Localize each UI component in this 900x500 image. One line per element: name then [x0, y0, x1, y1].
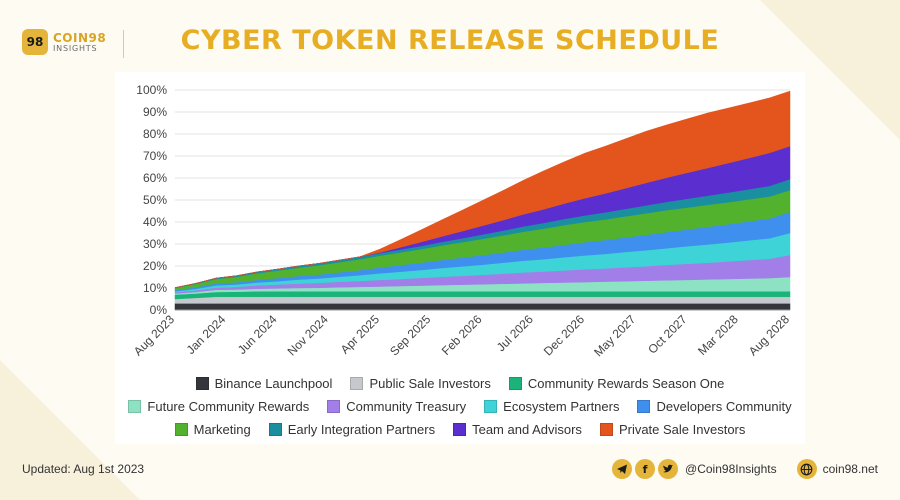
area-series-binance-launchpool — [174, 303, 791, 311]
chart-card: 0% 10% 20% 30% 40% 50% 60% 70% 80% 90% 100% Aug 202… — [115, 72, 805, 444]
x-tick-label: Sep 2025 — [387, 312, 433, 358]
legend-item[interactable]: Marketing — [174, 422, 251, 437]
legend-label: Team and Advisors — [472, 422, 582, 437]
x-tick-label: Jan 2024 — [184, 312, 229, 357]
legend-label: Early Integration Partners — [287, 422, 436, 437]
legend-swatch — [508, 377, 522, 390]
legend-item[interactable]: Team and Advisors — [453, 422, 582, 437]
legend-row: Future Community Rewards Community Treasu… — [115, 395, 805, 418]
twitter-icon[interactable] — [658, 459, 679, 479]
legend-label: Future Community Rewards — [147, 399, 310, 414]
legend-swatch — [637, 400, 651, 413]
y-tick-label: 10% — [143, 281, 167, 295]
legend-row: Marketing Early Integration Partners Team … — [115, 418, 805, 441]
legend-item[interactable]: Community Rewards Season One — [508, 376, 725, 391]
coin98-logo: 98 COIN98 INSIGHTS — [22, 29, 106, 55]
legend-swatch — [268, 423, 282, 436]
legend-item[interactable]: Developers Community — [637, 399, 792, 414]
legend-label: Binance Launchpool — [214, 376, 333, 391]
x-tick-label: Mar 2028 — [695, 312, 741, 358]
legend-swatch — [350, 377, 364, 390]
legend-label: Community Rewards Season One — [527, 376, 725, 391]
y-tick-label: 60% — [143, 171, 167, 185]
legend-label: Marketing — [193, 422, 251, 437]
legend-item[interactable]: Community Treasury — [327, 399, 466, 414]
telegram-icon[interactable] — [612, 459, 633, 479]
x-tick-label: Apr 2025 — [338, 312, 383, 357]
legend-swatch — [453, 423, 467, 436]
area-series-public-sale-investors — [174, 296, 791, 304]
chart-legend: Binance Launchpool Public Sale Investors C… — [115, 372, 805, 441]
legend-swatch — [327, 400, 341, 413]
legend-item[interactable]: Public Sale Investors — [350, 376, 491, 391]
globe-icon[interactable] — [796, 459, 817, 479]
y-tick-label: 40% — [143, 215, 167, 229]
x-tick-label: Jul 2026 — [494, 312, 536, 354]
legend-item[interactable]: Early Integration Partners — [268, 422, 436, 437]
legend-item[interactable]: Future Community Rewards — [128, 399, 309, 414]
page-title: CYBER TOKEN RELEASE SCHEDULE — [180, 25, 720, 56]
area-series-private-sale-investors — [174, 90, 791, 288]
legend-label: Developers Community — [656, 399, 792, 414]
logo-name: COIN98 — [53, 30, 107, 45]
legend-swatch — [599, 423, 613, 436]
y-tick-label: 90% — [143, 105, 167, 119]
y-tick-label: 20% — [143, 259, 167, 273]
stacked-area-chart: 0% 10% 20% 30% 40% 50% 60% 70% 80% 90% 100% Aug 202… — [131, 83, 792, 359]
social-handle[interactable]: @Coin98Insights — [685, 462, 777, 476]
y-tick-label: 70% — [143, 149, 167, 163]
legend-swatch — [195, 377, 209, 390]
legend-row: Binance Launchpool Public Sale Investors C… — [115, 372, 805, 395]
y-tick-label: 0% — [150, 303, 168, 317]
logo-subtitle: INSIGHTS — [53, 43, 98, 53]
x-tick-label: Oct 2027 — [645, 312, 690, 357]
legend-label: Private Sale Investors — [618, 422, 746, 437]
legend-item[interactable]: Ecosystem Partners — [484, 399, 619, 414]
x-tick-label: Aug 2028 — [746, 312, 792, 358]
footer-links: f @Coin98Insights coin98.net — [612, 459, 878, 479]
y-tick-label: 100% — [136, 83, 167, 97]
x-tick-label: Jun 2024 — [235, 312, 280, 357]
legend-swatch — [174, 423, 188, 436]
x-tick-label: Feb 2026 — [439, 312, 485, 358]
y-tick-label: 80% — [143, 127, 167, 141]
x-tick-label: Nov 2024 — [285, 312, 331, 358]
legend-label: Community Treasury — [346, 399, 467, 414]
legend-swatch — [128, 400, 142, 413]
updated-date: Updated: Aug 1st 2023 — [22, 462, 145, 476]
legend-item[interactable]: Private Sale Investors — [599, 422, 746, 437]
x-tick-label: Dec 2026 — [541, 312, 587, 358]
website-link[interactable]: coin98.net — [822, 462, 878, 476]
y-tick-label: 50% — [143, 193, 167, 207]
y-tick-label: 30% — [143, 237, 167, 251]
x-tick-label: May 2027 — [591, 312, 638, 359]
legend-item[interactable]: Binance Launchpool — [195, 376, 333, 391]
legend-label: Ecosystem Partners — [503, 399, 620, 414]
facebook-icon[interactable]: f — [635, 459, 656, 479]
logo-divider — [123, 30, 124, 58]
legend-swatch — [484, 400, 498, 413]
legend-label: Public Sale Investors — [369, 376, 491, 391]
logo-badge-icon: 98 — [22, 29, 48, 55]
x-tick-label: Aug 2023 — [131, 312, 177, 358]
